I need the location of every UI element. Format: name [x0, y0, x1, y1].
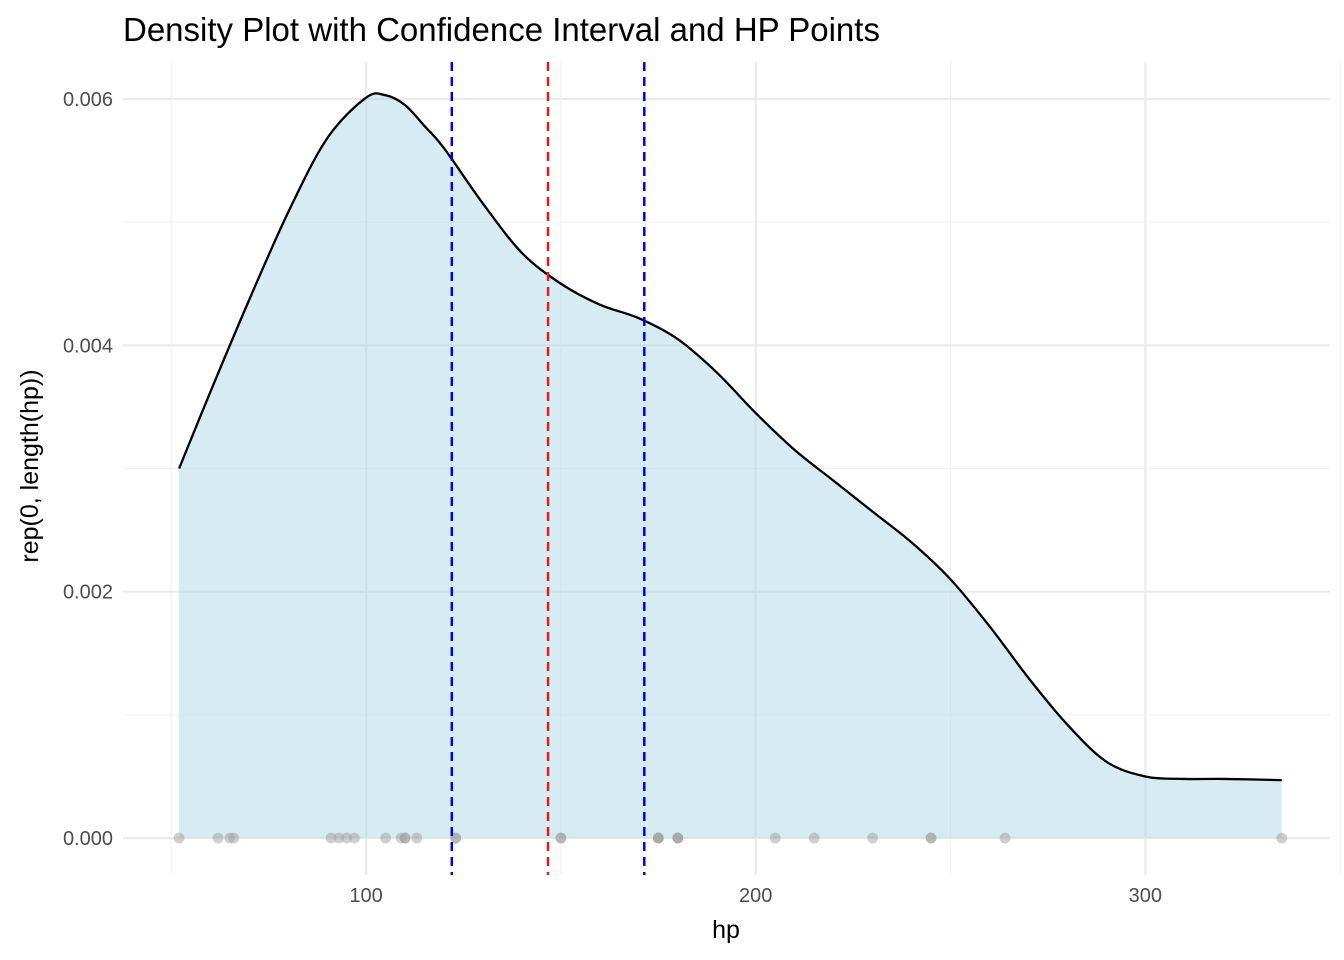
hp-point: [349, 832, 360, 844]
x-axis-title: hp: [712, 916, 740, 944]
hp-point: [341, 832, 353, 844]
y-tick-label: 0.004: [63, 335, 113, 357]
density-area: [179, 93, 1282, 839]
hp-point: [769, 832, 781, 844]
hp-point: [808, 832, 820, 844]
hp-point: [380, 832, 391, 844]
hp-point: [333, 832, 345, 844]
x-tick-label: 200: [739, 885, 772, 907]
hp-point: [325, 832, 337, 844]
chart-title: Density Plot with Confidence Interval an…: [123, 11, 880, 48]
y-axis-title: rep(0, length(hp)): [16, 369, 44, 562]
hp-point: [411, 832, 423, 844]
y-tick-label: 0.002: [63, 582, 113, 604]
hp-point: [1276, 832, 1288, 844]
x-tick-label: 300: [1129, 885, 1162, 907]
hp-point: [399, 832, 411, 844]
hp-point: [212, 832, 224, 844]
y-tick-label: 0.000: [63, 828, 113, 850]
hp-point: [672, 832, 684, 844]
density-curve: [178, 92, 1282, 782]
y-tick-label: 0.006: [63, 89, 113, 111]
hp-point: [173, 832, 185, 844]
hp-point: [652, 832, 664, 844]
reference-lines: [450, 62, 646, 875]
axis-ticks: 100 200 300 0.000 0.002 0.004 0.006: [63, 89, 1162, 907]
hp-point: [867, 832, 879, 844]
x-tick-label: 100: [349, 885, 382, 907]
hp-point: [228, 832, 240, 844]
hp-point: [925, 832, 937, 844]
hp-point: [999, 832, 1011, 844]
hp-point: [555, 832, 567, 844]
